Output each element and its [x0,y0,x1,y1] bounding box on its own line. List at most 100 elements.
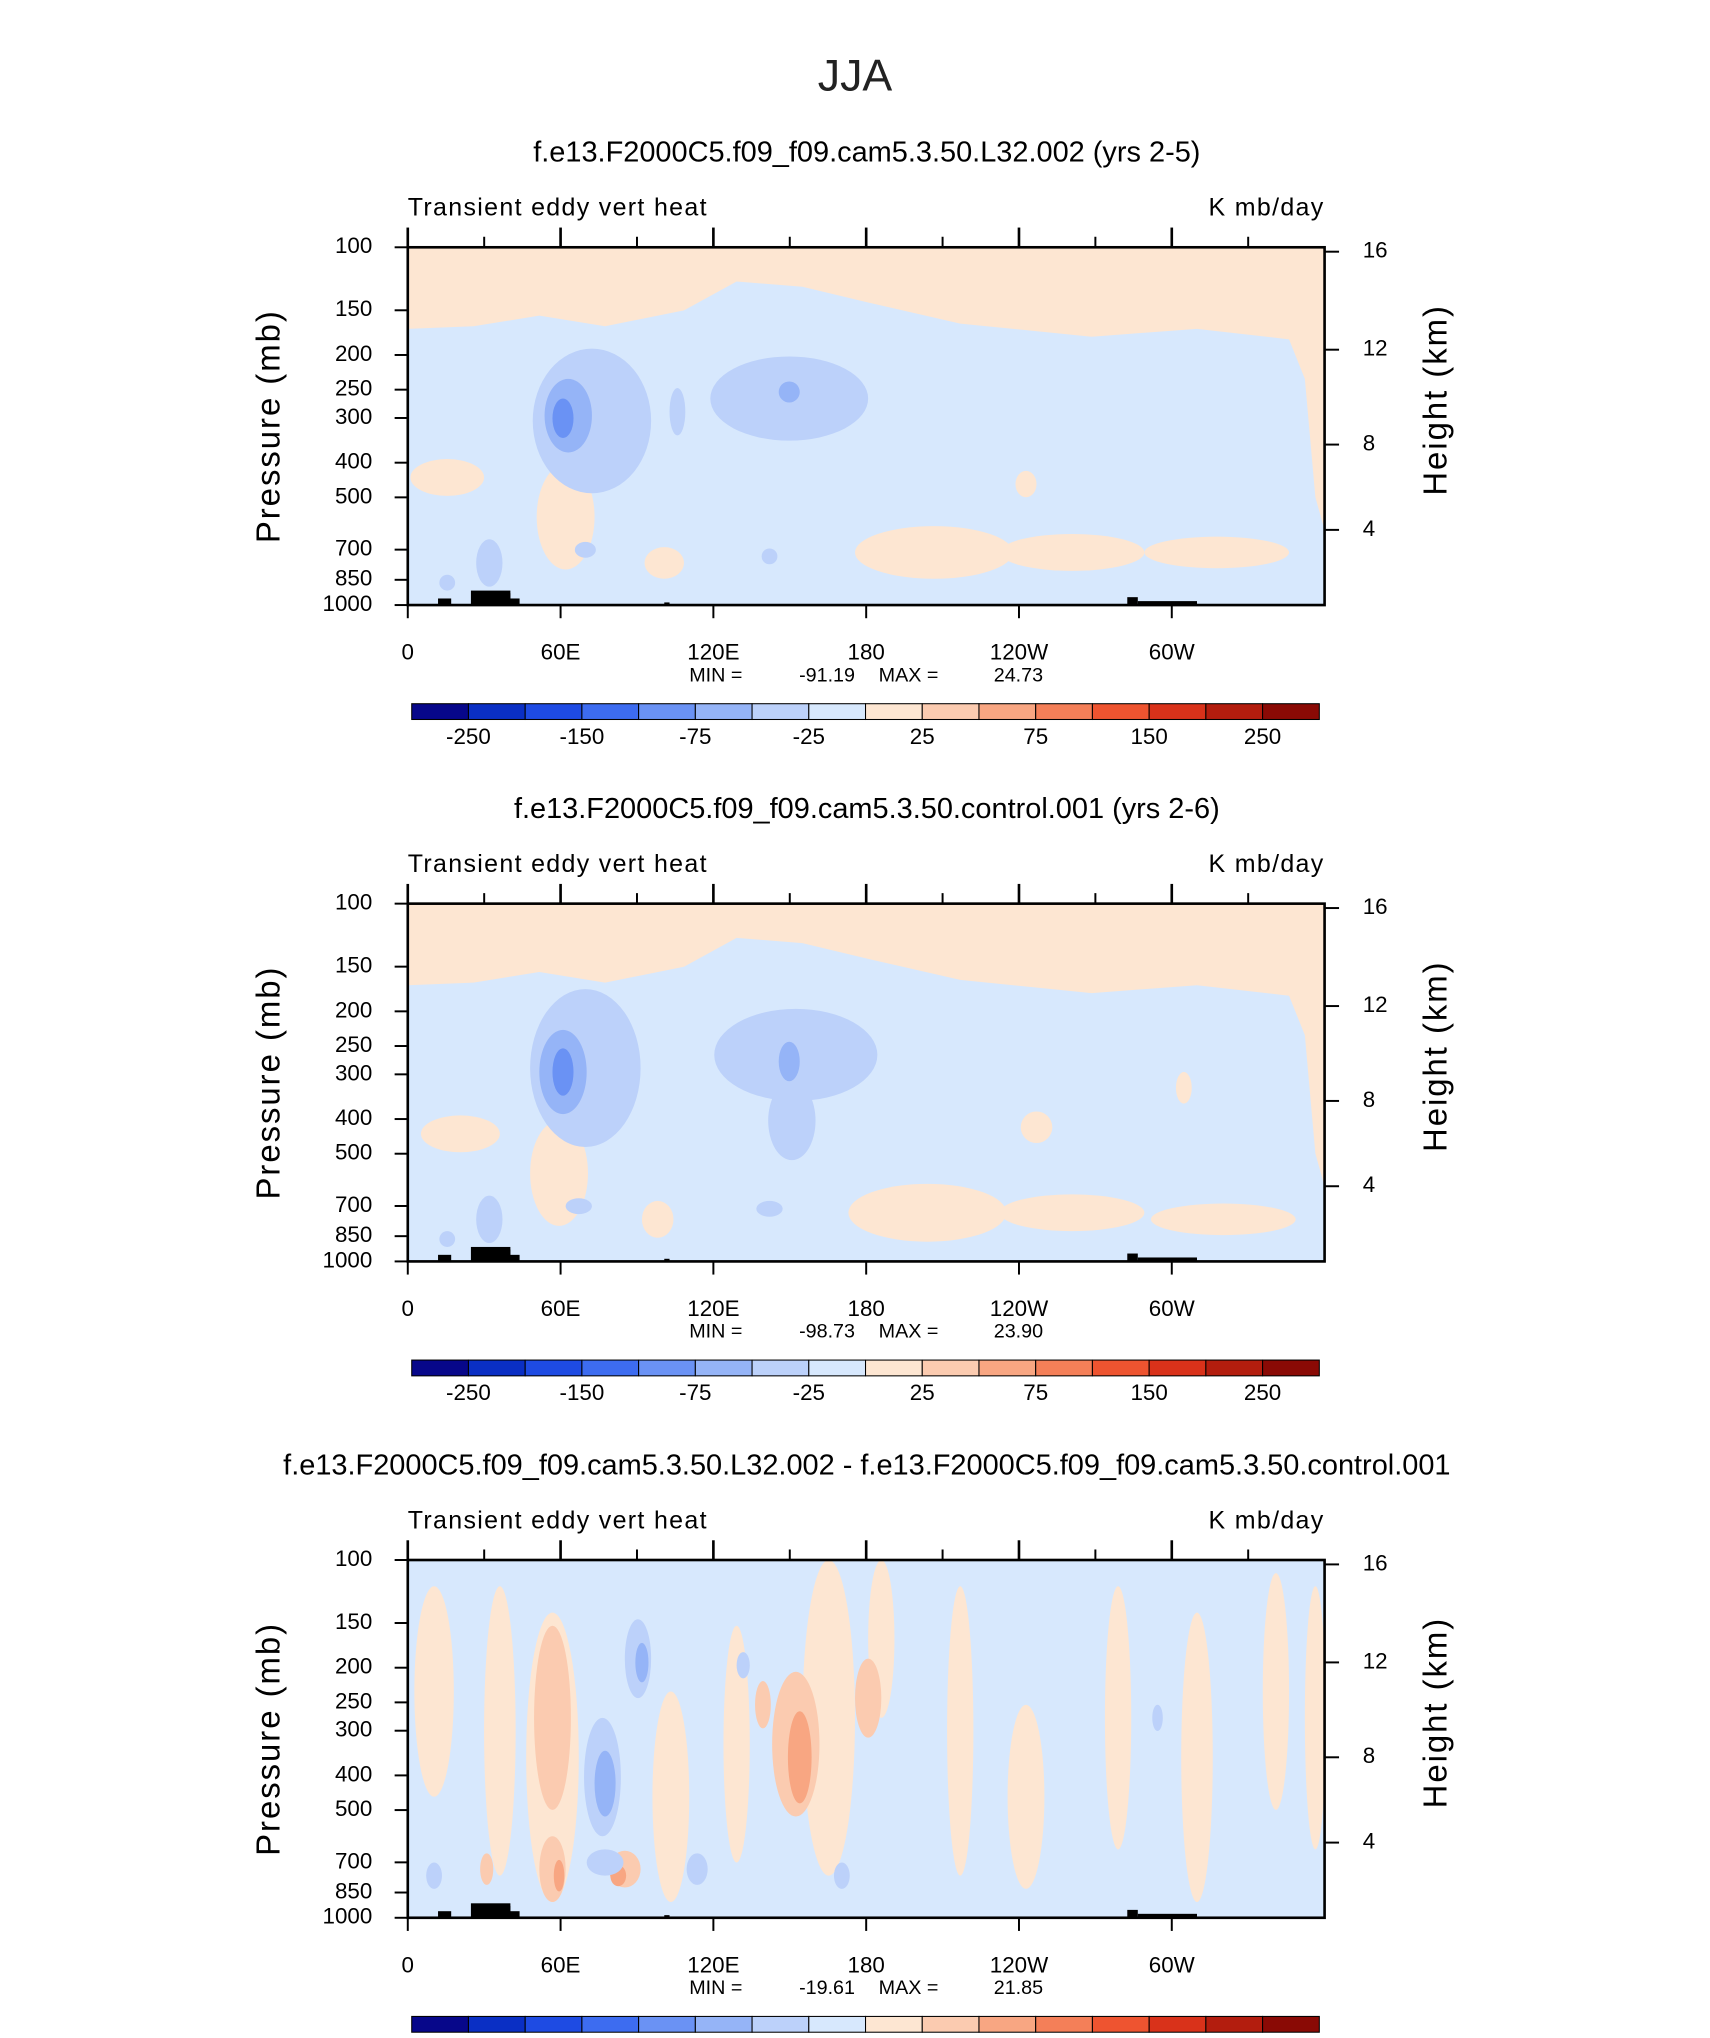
y-tick-label: 400 [335,1105,372,1130]
colorbar-label: 25 [910,724,935,749]
stat-value: -98.73 [799,1321,855,1343]
colorbar-box [1035,2015,1093,2033]
contour-region [848,1183,1007,1242]
contour-region [484,1586,516,1876]
contour-region [947,1586,974,1876]
colorbar-box [581,2015,640,2033]
x-tick-label: 120E [687,640,739,665]
x-tick-label: 0 [402,1952,414,1977]
contour-region [553,1859,565,1892]
contour-region [723,1625,750,1863]
colorbar-box [694,2015,753,2033]
contour-region [736,1652,750,1679]
right-string: K mb/day [1209,1506,1325,1534]
colorbar-label: 80 [1193,2037,1218,2038]
y-tick-label: 150 [335,296,372,321]
y2-tick-label: 4 [1363,1172,1375,1197]
y-tick-label: 300 [335,1717,372,1742]
y2-tick-label: 8 [1363,430,1375,455]
x-tick-label: 120W [990,1296,1049,1321]
y2-tick-label: 8 [1363,1743,1375,1768]
colorbar-label: -150 [560,724,605,749]
contour-region [594,1750,616,1817]
contour-region [855,526,1013,579]
colorbar-box [1148,1359,1207,1377]
contour-region [1262,1573,1290,1810]
y-tick-label: 1000 [323,591,373,616]
y2-tick-label: 12 [1363,1648,1388,1673]
contour-region [534,1625,571,1810]
y-tick-label: 250 [335,1032,372,1057]
terrain [438,1911,452,1918]
y-tick-label: 700 [335,536,372,561]
y-tick-label: 150 [335,1609,372,1634]
y-tick-label: 500 [335,1796,372,1821]
colorbar-box [864,703,923,721]
y-tick-label: 100 [335,233,372,258]
colorbar-box [921,703,980,721]
x-tick-label: 60E [541,1952,581,1977]
colorbar-label: -250 [446,724,491,749]
y2-tick-label: 16 [1363,1550,1388,1575]
terrain [1127,1253,1138,1262]
contour-field [407,903,1325,1262]
page-title: JJA [818,52,893,101]
y2-axis-label: Height (km) [1416,1617,1453,1809]
terrain [664,602,670,606]
terrain [1127,597,1138,606]
colorbar-label: 150 [1130,724,1167,749]
contour-region [802,1560,855,1876]
contour-region [476,1195,503,1244]
contour-region [439,1231,456,1247]
contour-region [855,1658,882,1738]
colorbar-label: -75 [679,1380,711,1405]
colorbar-box [1035,1359,1093,1377]
contour-region [833,1862,850,1889]
colorbar-box [751,1359,810,1377]
left-string: Transient eddy vert heat [408,194,708,222]
contour-region [1150,1203,1296,1236]
stat-label: MAX = [879,664,939,686]
terrain [438,1254,452,1262]
x-tick-label: 120W [990,1952,1049,1977]
colorbar-box [524,703,583,721]
y-tick-label: 700 [335,1848,372,1873]
contour-region [686,1853,708,1885]
x-tick-label: 180 [848,1296,885,1321]
colorbar-box [467,703,526,721]
colorbar-box [467,1359,526,1377]
stat-label: MAX = [879,1977,939,1999]
colorbar-label: -25 [793,1380,825,1405]
colorbar-box [1091,1359,1150,1377]
colorbar-box [411,703,469,721]
contour-region [756,1200,783,1217]
colorbar-box [1148,2015,1207,2033]
colorbar-label: 40 [1080,2037,1105,2038]
colorbar-box [1205,703,1264,721]
colorbar-label: -250 [446,1380,491,1405]
colorbar-box [638,1359,696,1377]
y-tick-label: 1000 [323,1904,373,1929]
stat-value: 23.90 [994,1321,1043,1343]
colorbar-box [808,1359,867,1377]
terrain [506,598,520,606]
y-tick-label: 200 [335,1654,372,1679]
terrain [484,1905,511,1918]
colorbar-label: 75 [1023,1380,1048,1405]
colorbar-box [694,1359,753,1377]
x-tick-label: 120E [687,1952,739,1977]
stat-label: MIN = [689,1321,742,1343]
y-tick-label: 850 [335,1878,372,1903]
y2-tick-label: 8 [1363,1087,1375,1112]
y-tick-label: 250 [335,1688,372,1713]
colorbar-label: 0 [859,2037,871,2038]
colorbar-box [1262,1359,1320,1377]
contour-region [999,534,1145,571]
terrain [506,1911,520,1918]
colorbar-label: 150 [1130,1380,1167,1405]
x-tick-label: 60W [1149,1296,1196,1321]
contour-region [1007,1704,1045,1889]
contour-region [1304,1586,1325,1850]
